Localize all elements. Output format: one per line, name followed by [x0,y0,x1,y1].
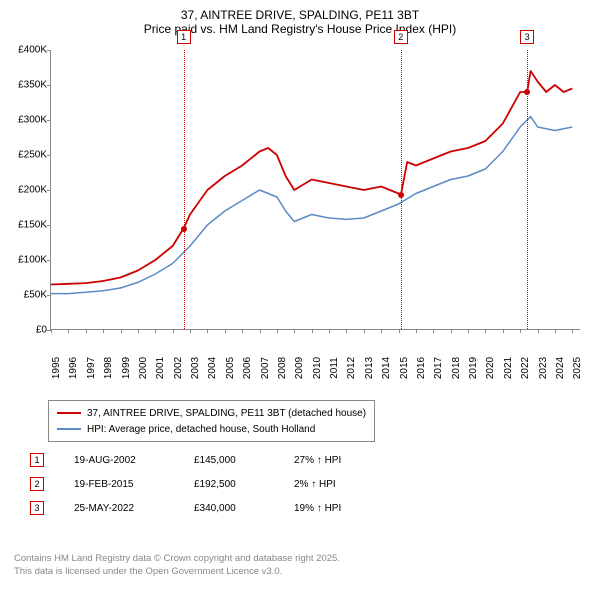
sale-price: £340,000 [194,503,294,514]
x-axis-tick-label: 2006 [242,357,253,379]
sale-marker-box: 3 [520,30,534,44]
x-axis-tick-label: 2025 [572,357,583,379]
chart-title: 37, AINTREE DRIVE, SPALDING, PE11 3BT [10,8,590,22]
legend-label: HPI: Average price, detached house, Sout… [87,424,315,435]
sale-number-box: 3 [30,501,44,515]
sale-marker-dot [398,192,404,198]
sale-date: 19-AUG-2002 [74,455,194,466]
sale-delta: 19% ↑ HPI [294,503,394,514]
sale-delta: 2% ↑ HPI [294,479,394,490]
footer-attribution: Contains HM Land Registry data © Crown c… [14,553,340,578]
x-axis-tick-label: 2018 [451,357,462,379]
legend-item: 37, AINTREE DRIVE, SPALDING, PE11 3BT (d… [57,405,366,421]
x-axis-tick-label: 2016 [416,357,427,379]
x-axis-tick-label: 1998 [103,357,114,379]
x-axis-tick-label: 1997 [86,357,97,379]
chart-subtitle: Price paid vs. HM Land Registry's House … [10,22,590,36]
legend-swatch [57,412,81,414]
sale-date: 25-MAY-2022 [74,503,194,514]
sale-number-box: 2 [30,477,44,491]
legend-label: 37, AINTREE DRIVE, SPALDING, PE11 3BT (d… [87,408,366,419]
sale-price: £145,000 [194,455,294,466]
sale-marker-box: 2 [394,30,408,44]
x-axis-tick-label: 2010 [312,357,323,379]
x-axis-tick-label: 2022 [520,357,531,379]
y-axis-tick-label: £50K [11,290,47,301]
sale-marker-line [401,50,402,329]
x-axis-tick-label: 1996 [68,357,79,379]
sale-marker-line [184,50,185,329]
x-axis-tick-label: 2023 [538,357,549,379]
x-axis-tick-label: 2017 [433,357,444,379]
sale-marker-dot [524,89,530,95]
legend-item: HPI: Average price, detached house, Sout… [57,421,366,437]
x-axis-tick-label: 2013 [364,357,375,379]
sale-row: 2 19-FEB-2015£192,5002% ↑ HPI [30,472,394,496]
chart-area: £0 £50K £100K £150K £200K £250K £300K £350K £400… [10,42,590,392]
x-axis-tick-label: 2014 [381,357,392,379]
y-axis-tick-label: £100K [11,255,47,266]
line-series-svg [51,50,580,329]
x-axis-tick-label: 2004 [207,357,218,379]
sale-price: £192,500 [194,479,294,490]
y-axis-tick-label: £300K [11,115,47,126]
y-axis-tick-label: £250K [11,150,47,161]
x-axis-tick-label: 2002 [173,357,184,379]
y-axis-tick-label: £0 [11,325,47,336]
x-axis-tick-label: 2009 [294,357,305,379]
x-axis-tick-label: 1995 [51,357,62,379]
x-axis-tick-label: 2005 [225,357,236,379]
series-line [51,117,572,294]
x-axis-tick-label: 2007 [260,357,271,379]
sale-row: 3 25-MAY-2022£340,00019% ↑ HPI [30,496,394,520]
y-axis-tick-label: £350K [11,80,47,91]
y-axis-tick-label: £200K [11,185,47,196]
footer-line: Contains HM Land Registry data © Crown c… [14,553,340,565]
sale-delta: 27% ↑ HPI [294,455,394,466]
sale-row: 1 19-AUG-2002£145,00027% ↑ HPI [30,448,394,472]
chart-container: 37, AINTREE DRIVE, SPALDING, PE11 3BT Pr… [0,0,600,590]
plot-region: £0£50K£100K£150K£200K£250K£300K£350K£400… [50,50,580,330]
y-axis-tick-label: £400K [11,45,47,56]
x-axis-tick-label: 2012 [346,357,357,379]
legend-swatch [57,428,81,430]
sale-marker-dot [181,226,187,232]
x-axis-tick-label: 2001 [155,357,166,379]
footer-line: This data is licensed under the Open Gov… [14,566,340,578]
x-axis-tick-label: 2020 [485,357,496,379]
x-axis-tick-label: 2008 [277,357,288,379]
series-line [51,71,572,285]
sale-date: 19-FEB-2015 [74,479,194,490]
x-axis-tick-label: 2011 [329,357,340,379]
x-axis-tick-label: 2019 [468,357,479,379]
x-axis-tick-label: 1999 [121,357,132,379]
x-axis-tick-label: 2021 [503,357,514,379]
sale-number-box: 1 [30,453,44,467]
sale-marker-box: 1 [177,30,191,44]
y-axis-tick-label: £150K [11,220,47,231]
x-axis-tick-label: 2015 [399,357,410,379]
x-axis-tick-label: 2000 [138,357,149,379]
x-axis-tick-label: 2024 [555,357,566,379]
legend: 37, AINTREE DRIVE, SPALDING, PE11 3BT (d… [48,400,375,442]
sales-table: 1 19-AUG-2002£145,00027% ↑ HPI 2 19-FEB-201… [30,448,394,520]
x-axis-tick-label: 2003 [190,357,201,379]
